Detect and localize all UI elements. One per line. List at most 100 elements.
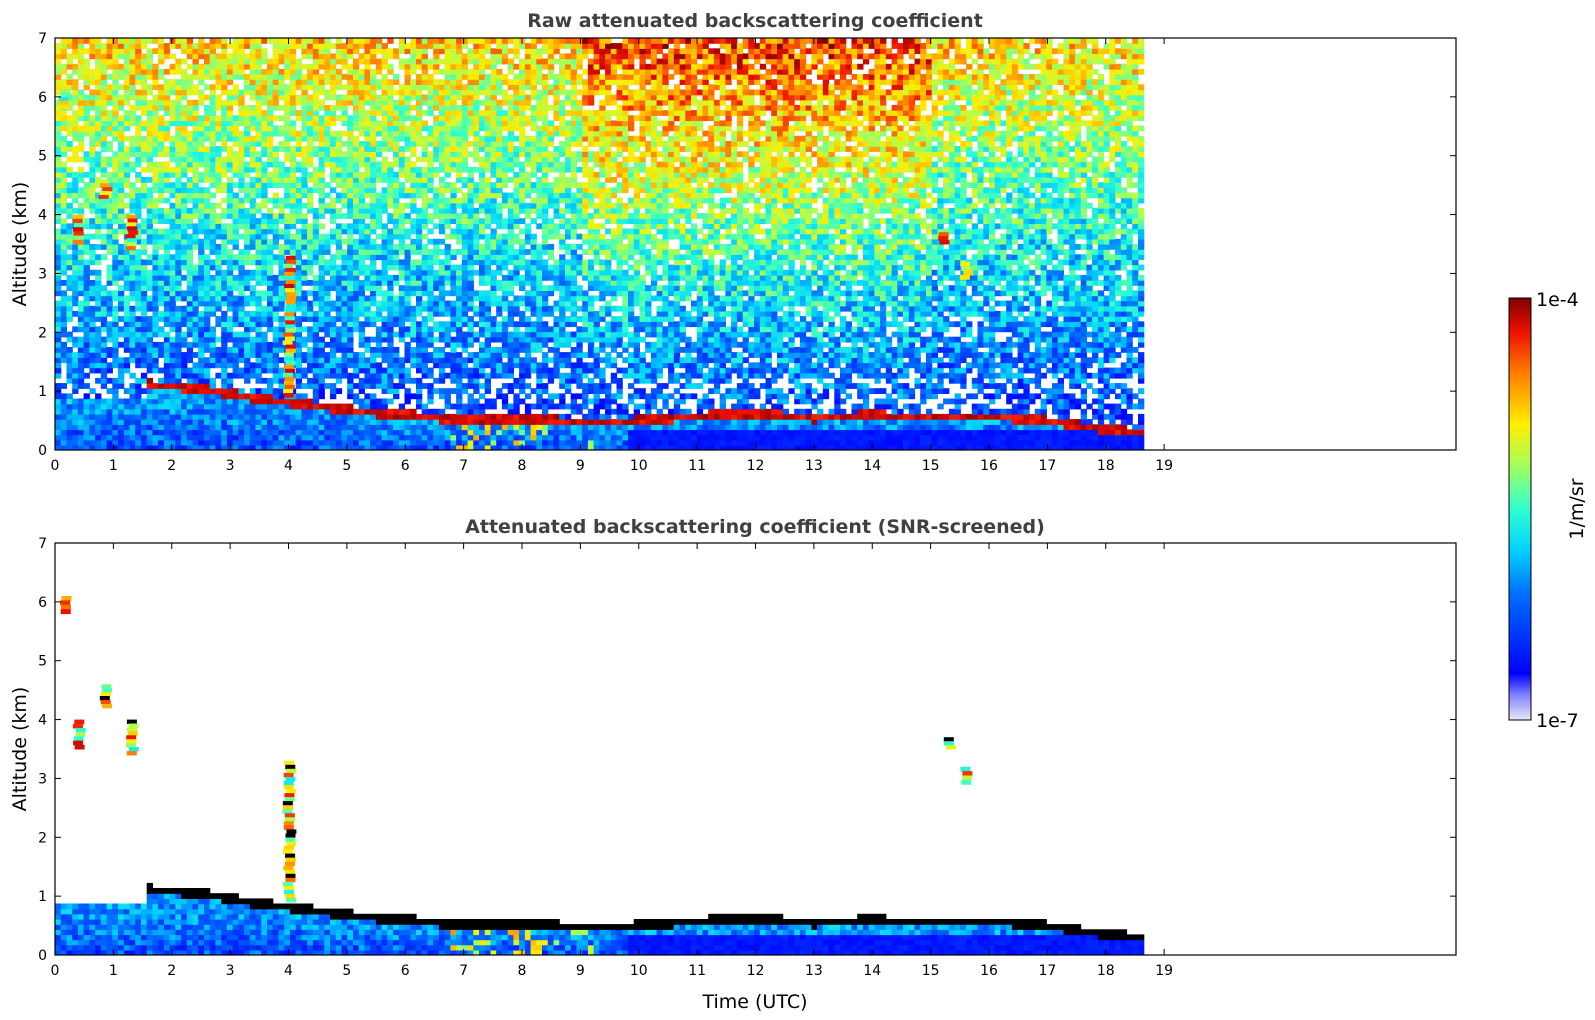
heatmap-cell xyxy=(55,63,62,70)
heatmap-cell xyxy=(416,413,423,420)
heatmap-cell xyxy=(312,38,320,44)
heatmap-cell xyxy=(100,429,108,436)
heatmap-cell xyxy=(140,280,148,286)
heatmap-cell xyxy=(410,285,417,291)
heatmap-cell xyxy=(215,151,222,158)
heatmap-cell xyxy=(461,197,469,204)
heatmap-cell xyxy=(295,63,302,70)
heatmap-cell xyxy=(393,156,400,163)
heatmap-cell xyxy=(152,310,159,317)
heatmap-cell xyxy=(289,424,297,431)
heatmap-cell xyxy=(416,383,423,389)
heatmap-cell xyxy=(244,316,251,322)
heatmap-cell xyxy=(393,388,400,394)
heatmap-cell xyxy=(140,326,148,333)
heatmap-cell xyxy=(335,429,343,436)
heatmap-cell xyxy=(146,104,153,111)
heatmap-cell xyxy=(244,151,251,158)
heatmap-cell xyxy=(221,424,228,431)
heatmap-cell xyxy=(456,125,463,132)
heatmap-cell xyxy=(89,146,96,152)
heatmap-cell xyxy=(55,130,62,137)
heatmap-cell xyxy=(456,424,463,431)
heatmap-cell xyxy=(95,207,102,214)
heatmap-cell xyxy=(330,341,337,348)
heatmap-cell xyxy=(198,331,205,338)
heatmap-cell xyxy=(335,424,343,431)
heatmap-cell xyxy=(129,249,136,255)
heatmap-cell xyxy=(353,295,360,302)
heatmap-cell xyxy=(140,63,148,70)
heatmap-cell xyxy=(381,115,388,122)
heatmap-cell xyxy=(261,166,268,173)
heatmap-cell xyxy=(467,316,474,322)
heatmap-cell xyxy=(370,419,377,425)
heatmap-cell xyxy=(450,264,457,271)
heatmap-cell xyxy=(284,63,291,70)
heatmap-cell xyxy=(370,218,377,224)
heatmap-cell xyxy=(272,171,279,178)
heatmap-cell xyxy=(341,419,348,425)
heatmap-cell xyxy=(261,357,268,364)
heatmap-cell xyxy=(427,429,434,436)
heatmap-cell xyxy=(169,413,176,420)
heatmap-cell xyxy=(398,300,406,307)
heatmap-cell xyxy=(186,285,194,291)
heatmap-cell xyxy=(410,38,417,44)
heatmap-cell xyxy=(438,213,446,219)
heatmap-cell xyxy=(60,218,67,224)
heatmap-cell xyxy=(375,84,383,91)
heatmap-cell xyxy=(163,213,171,219)
heatmap-cell xyxy=(169,141,176,147)
heatmap-cell xyxy=(89,207,96,214)
heatmap-cell xyxy=(83,84,90,91)
heatmap-cell xyxy=(410,269,417,276)
heatmap-cell xyxy=(55,321,62,328)
heatmap-cell xyxy=(461,207,469,214)
heatmap-cell xyxy=(221,115,228,122)
heatmap-cell xyxy=(95,424,102,431)
heatmap-cell xyxy=(393,141,400,147)
heatmap-cell xyxy=(278,166,285,173)
heatmap-cell xyxy=(341,192,348,199)
heatmap-cell xyxy=(284,197,291,204)
heatmap-cell xyxy=(198,218,205,224)
heatmap-cell xyxy=(55,213,62,219)
heatmap-cell xyxy=(255,207,262,214)
heatmap-cell xyxy=(198,326,205,333)
heatmap-cell xyxy=(77,274,85,281)
heatmap-cell xyxy=(393,104,400,111)
heatmap-cell xyxy=(393,274,400,281)
heatmap-cell xyxy=(301,94,308,101)
heatmap-cell xyxy=(393,130,400,137)
heatmap-cell xyxy=(123,326,131,333)
heatmap-cell xyxy=(204,68,211,75)
heatmap-cell xyxy=(301,408,308,415)
heatmap-cell xyxy=(295,424,302,431)
heatmap-cell xyxy=(421,177,428,183)
heatmap-cell xyxy=(307,48,314,55)
heatmap-cell xyxy=(72,413,79,420)
heatmap-cell xyxy=(83,125,90,132)
heatmap-cell xyxy=(301,213,308,219)
heatmap-cell xyxy=(163,331,171,338)
heatmap-cell xyxy=(375,336,383,343)
heatmap-cell xyxy=(272,377,279,384)
heatmap-cell xyxy=(456,38,463,44)
heatmap-cell xyxy=(324,434,331,441)
heatmap-cell xyxy=(55,151,62,158)
heatmap-cell xyxy=(129,341,136,348)
heatmap-cell xyxy=(100,336,108,343)
heatmap-cell xyxy=(364,177,371,183)
heatmap-cell xyxy=(318,192,325,199)
heatmap-cell xyxy=(307,413,314,420)
heatmap-cell xyxy=(209,357,216,364)
heatmap-cell xyxy=(450,43,457,49)
heatmap-cell xyxy=(427,408,434,415)
heatmap-cell xyxy=(330,130,337,137)
heatmap-cell xyxy=(289,233,297,240)
heatmap-cell xyxy=(347,352,354,358)
heatmap-cell xyxy=(55,249,62,255)
heatmap-cell xyxy=(444,38,451,44)
heatmap-cell xyxy=(55,429,62,436)
